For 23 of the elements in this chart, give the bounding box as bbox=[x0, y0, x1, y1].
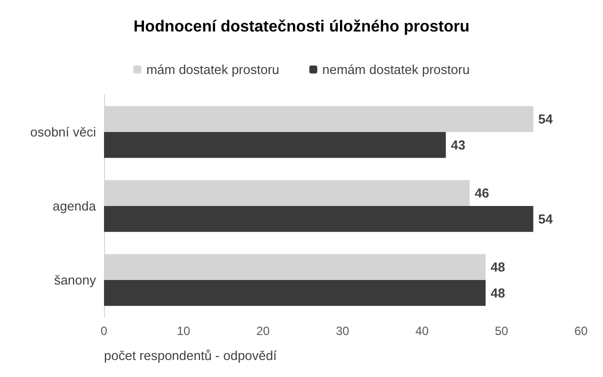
data-label: 46 bbox=[474, 186, 490, 201]
chart-title: Hodnocení dostatečnosti úložného prostoru bbox=[134, 18, 470, 36]
data-label: 54 bbox=[538, 112, 554, 127]
data-label: 48 bbox=[490, 285, 506, 300]
x-tick-label: 30 bbox=[336, 324, 350, 338]
y-tick-label: agenda bbox=[52, 198, 97, 214]
data-label: 43 bbox=[450, 137, 466, 152]
x-tick-label: 10 bbox=[176, 324, 190, 338]
legend-label: mám dostatek prostoru bbox=[146, 62, 280, 77]
data-label: 54 bbox=[538, 211, 554, 226]
x-tick-label: 0 bbox=[100, 324, 108, 338]
bar bbox=[104, 132, 446, 158]
legend-label: nemám dostatek prostoru bbox=[322, 62, 470, 77]
x-tick-label: 50 bbox=[494, 324, 508, 338]
x-tick-label: 40 bbox=[415, 324, 429, 338]
y-tick-label: šanony bbox=[54, 272, 96, 288]
bar bbox=[104, 206, 534, 232]
y-tick-label: osobní věci bbox=[30, 124, 96, 140]
data-label: 48 bbox=[490, 260, 506, 275]
x-tick-label: 60 bbox=[574, 324, 588, 338]
x-axis-title: počet respondentů - odpovědí bbox=[104, 348, 278, 363]
bar bbox=[104, 280, 486, 306]
x-tick-label: 20 bbox=[256, 324, 270, 338]
